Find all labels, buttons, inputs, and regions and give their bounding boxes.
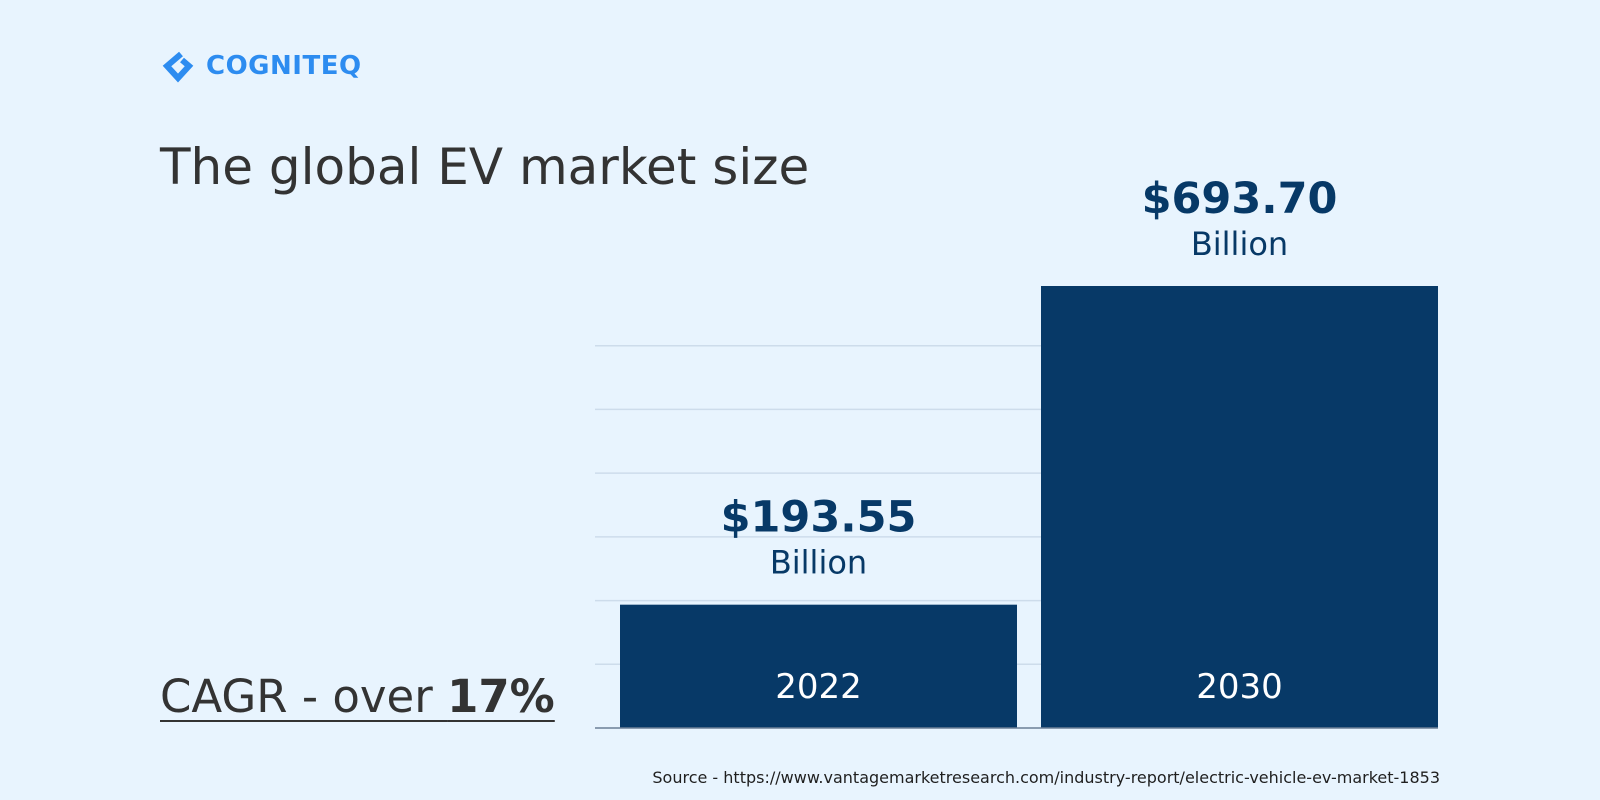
chart-gridlines [595,344,1041,666]
brand-logo: COGNITEQ [160,48,362,84]
cagr-value: 17% [447,670,555,723]
value-label: $193.55 [721,493,917,543]
bar-2030 [1041,286,1438,728]
page-title: The global EV market size [160,138,810,196]
category-label: 2022 [775,667,862,707]
cagr-label: CAGR - over [160,670,448,723]
cogniteq-diamond-logo-icon [162,51,194,83]
brand-name: COGNITEQ [206,51,362,81]
value-label: $693.70 [1142,174,1338,224]
source-citation: Source - https://www.vantagemarketresear… [652,768,1440,787]
chart-bars [620,286,1438,728]
unit-label: Billion [770,544,867,582]
cagr-statement: CAGR - over 17% [160,670,555,723]
unit-label: Billion [1191,225,1288,263]
category-label: 2030 [1196,667,1283,707]
bar-2022 [620,604,1017,728]
